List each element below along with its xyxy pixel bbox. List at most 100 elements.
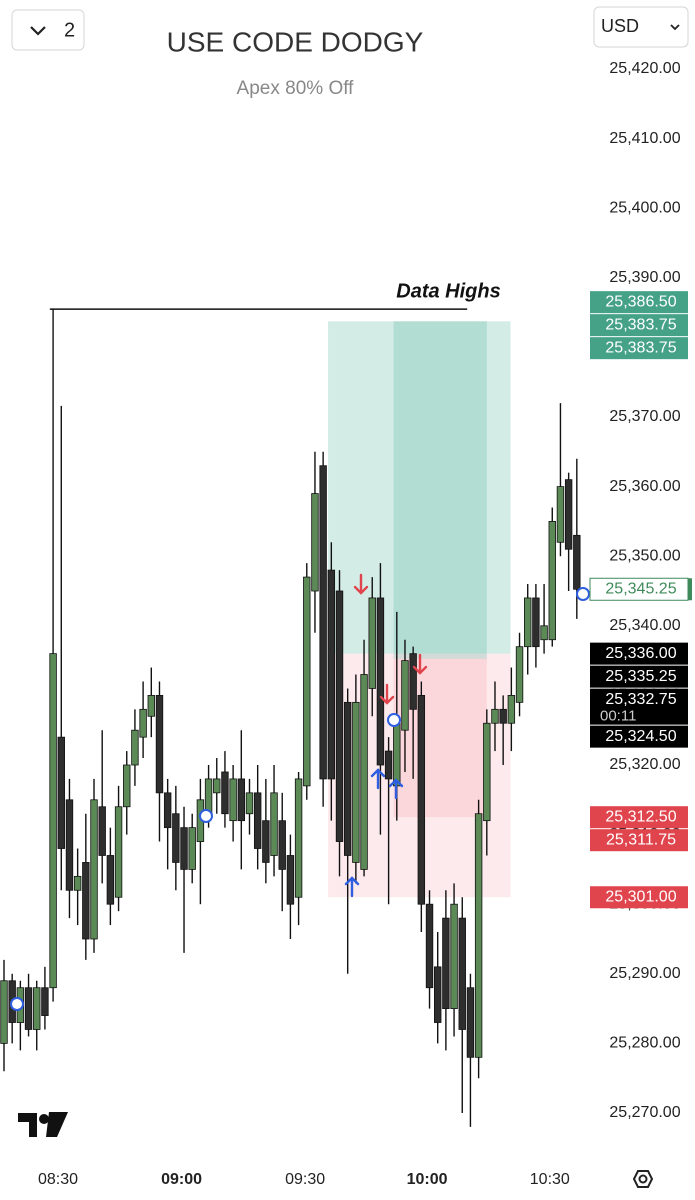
price-badge-label: 25,345.25 [605,580,676,597]
x-tick-label: 08:30 [38,1171,78,1188]
candle-body [73,875,82,891]
candle-body [515,646,524,703]
x-tick-label: 10:30 [530,1171,570,1188]
candle-body [57,736,65,849]
candle-body [0,980,8,1044]
candle-body [33,987,41,1030]
signals [344,573,428,898]
candle-body [474,813,483,1058]
stop-zone [393,658,487,818]
candle-body [147,695,155,717]
price-badge-label: 25,383.75 [605,316,676,333]
candle-body [540,625,548,641]
candle-body [564,479,573,550]
countdown: 00:11 [600,708,636,725]
candle-body [425,903,434,989]
candle-body [368,597,376,689]
candle-body [311,493,319,592]
candle-body [319,465,327,780]
candle-body [253,792,262,849]
target-zone [328,321,511,654]
currency-button[interactable] [593,6,689,48]
candle-body [41,987,49,1016]
price-badge [590,291,688,314]
trade-markers [10,587,590,1011]
chart-title: USE CODE DODGY [167,26,424,57]
candle-body [139,708,147,738]
settings-icon[interactable] [632,1170,654,1188]
candle-body [245,792,254,815]
price-badge-label: 25,301.00 [605,888,676,905]
annotation-text: Data Highs [396,280,500,302]
candle-body [360,674,368,870]
price-badge [590,725,688,748]
interval-button[interactable] [11,9,85,51]
candle-body [556,486,565,543]
price-badge [590,806,688,829]
y-tick-label: 25,340.00 [609,617,680,634]
x-tick-label: 09:30 [285,1171,325,1188]
candle-body [417,695,426,905]
candle-body [221,771,229,815]
price-badge-label: 25,336.00 [605,645,676,662]
chevron-icon [30,26,46,36]
price-badge [590,665,688,688]
candle-body [384,750,393,780]
candle-body [573,534,581,590]
badge-edge [688,578,692,601]
candle-body [352,701,360,863]
candle-body [114,806,123,898]
candle-body [286,855,295,905]
candle-body [466,987,475,1058]
candle-body [434,966,442,1023]
candle-body [262,820,270,863]
candle-body [90,799,98,940]
y-tick-label: 25,320.00 [609,756,680,773]
candle-body [409,653,417,710]
y-tick-label: 25,350.00 [609,547,680,564]
candle-body [335,590,344,842]
x-tick-label: 10:00 [407,1171,448,1188]
candle-body [98,806,106,856]
candle-body [213,778,221,794]
candle-body [123,764,131,808]
price-badge-label: 25,335.25 [605,668,676,685]
price-badge [590,314,688,337]
candle-body [49,653,57,989]
candle-body [82,862,90,940]
candle-body [163,792,172,829]
price-badge [590,886,688,909]
candle-body [442,917,450,1009]
candle-body [548,521,556,641]
candle-body [483,722,491,822]
candle-body [507,695,516,724]
candle-body [131,729,139,766]
price-badge-label: 25,311.75 [606,831,676,848]
plot-area: Data Highs [0,280,581,1127]
candle-body [376,597,385,766]
candle-body [294,778,303,898]
y-tick-label: 25,390.00 [609,269,680,286]
price-badge [590,829,688,852]
x-tick-label: 09:00 [161,1171,202,1188]
candle-body [401,660,409,731]
y-tick-label: 25,360.00 [609,478,680,495]
chart-subtitle: Apex 80% Off [237,78,355,99]
price-badge [590,642,688,665]
target-zone [393,321,487,659]
candle-body [532,597,540,648]
tv-logo [18,1112,68,1137]
currency-label: USD [601,16,639,36]
candle-body [327,569,336,780]
candle-body [188,827,196,870]
candle-body [458,917,466,1030]
y-tick-label: 25,370.00 [609,408,680,425]
price-badge-label: 25,332.75 [605,691,676,708]
candle-body [24,987,33,1030]
candle-body [270,792,278,856]
price-badge-label: 25,386.50 [605,293,676,310]
candle-body [180,827,188,870]
candle-body [65,799,74,891]
candle-body [237,778,246,822]
y-tick-label: 25,290.00 [609,965,680,982]
